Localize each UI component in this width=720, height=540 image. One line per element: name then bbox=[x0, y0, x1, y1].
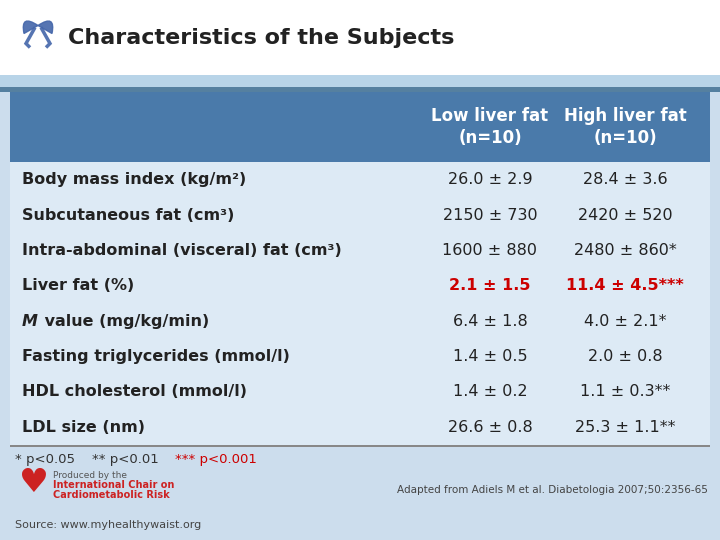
Text: Source: www.myhealthywaist.org: Source: www.myhealthywaist.org bbox=[15, 520, 202, 530]
Text: * p<0.05: * p<0.05 bbox=[15, 454, 75, 467]
Text: *** p<0.001: *** p<0.001 bbox=[175, 454, 257, 467]
Text: 26.6 ± 0.8: 26.6 ± 0.8 bbox=[448, 420, 532, 435]
Bar bbox=[10, 410, 710, 445]
Bar bbox=[0, 75, 720, 87]
Text: M: M bbox=[22, 314, 38, 329]
Text: Characteristics of the Subjects: Characteristics of the Subjects bbox=[68, 28, 454, 48]
Bar bbox=[10, 233, 710, 268]
Text: Subcutaneous fat (cm³): Subcutaneous fat (cm³) bbox=[22, 207, 235, 222]
Bar bbox=[0, 87, 720, 92]
Bar bbox=[10, 268, 710, 303]
Bar bbox=[10, 162, 710, 164]
Text: ** p<0.01: ** p<0.01 bbox=[92, 454, 158, 467]
PathPatch shape bbox=[23, 21, 38, 33]
Text: 6.4 ± 1.8: 6.4 ± 1.8 bbox=[453, 314, 527, 329]
Text: Cardiometabolic Risk: Cardiometabolic Risk bbox=[53, 490, 170, 500]
Bar bbox=[10, 303, 710, 339]
Text: 2150 ± 730: 2150 ± 730 bbox=[443, 207, 537, 222]
Text: ♥: ♥ bbox=[18, 465, 48, 498]
Text: 28.4 ± 3.6: 28.4 ± 3.6 bbox=[582, 172, 667, 187]
Bar bbox=[10, 339, 710, 374]
Text: HDL cholesterol (mmol/l): HDL cholesterol (mmol/l) bbox=[22, 384, 247, 400]
Bar bbox=[10, 92, 710, 445]
Bar bbox=[10, 374, 710, 410]
Text: LDL size (nm): LDL size (nm) bbox=[22, 420, 145, 435]
Text: Adapted from Adiels M et al. Diabetologia 2007;50:2356-65: Adapted from Adiels M et al. Diabetologi… bbox=[397, 485, 708, 495]
PathPatch shape bbox=[38, 21, 53, 33]
Text: 2480 ± 860*: 2480 ± 860* bbox=[574, 243, 676, 258]
Bar bbox=[0, 75, 720, 540]
Text: 1.1 ± 0.3**: 1.1 ± 0.3** bbox=[580, 384, 670, 400]
Bar bbox=[10, 92, 710, 162]
Text: Liver fat (%): Liver fat (%) bbox=[22, 278, 134, 293]
Text: 4.0 ± 2.1*: 4.0 ± 2.1* bbox=[584, 314, 666, 329]
Text: 25.3 ± 1.1**: 25.3 ± 1.1** bbox=[575, 420, 675, 435]
Text: 26.0 ± 2.9: 26.0 ± 2.9 bbox=[448, 172, 532, 187]
Text: Fasting triglycerides (mmol/l): Fasting triglycerides (mmol/l) bbox=[22, 349, 290, 364]
Text: Intra-abdominal (visceral) fat (cm³): Intra-abdominal (visceral) fat (cm³) bbox=[22, 243, 342, 258]
Text: 1600 ± 880: 1600 ± 880 bbox=[443, 243, 538, 258]
Text: 2420 ± 520: 2420 ± 520 bbox=[577, 207, 672, 222]
Bar bbox=[10, 162, 710, 198]
Text: 2.0 ± 0.8: 2.0 ± 0.8 bbox=[588, 349, 662, 364]
Text: 1.4 ± 0.5: 1.4 ± 0.5 bbox=[453, 349, 527, 364]
Text: Body mass index (kg/m²): Body mass index (kg/m²) bbox=[22, 172, 246, 187]
Text: 1.4 ± 0.2: 1.4 ± 0.2 bbox=[453, 384, 527, 400]
Text: 11.4 ± 4.5***: 11.4 ± 4.5*** bbox=[566, 278, 684, 293]
Text: International Chair on: International Chair on bbox=[53, 480, 174, 490]
Text: 2.1 ± 1.5: 2.1 ± 1.5 bbox=[449, 278, 531, 293]
Text: High liver fat
(n=10): High liver fat (n=10) bbox=[564, 107, 686, 147]
Bar bbox=[10, 445, 710, 447]
Bar bbox=[0, 0, 720, 75]
Bar bbox=[10, 198, 710, 233]
Text: Produced by the: Produced by the bbox=[53, 470, 127, 480]
Text: value (mg/kg/min): value (mg/kg/min) bbox=[39, 314, 209, 329]
Text: Low liver fat
(n=10): Low liver fat (n=10) bbox=[431, 107, 549, 147]
